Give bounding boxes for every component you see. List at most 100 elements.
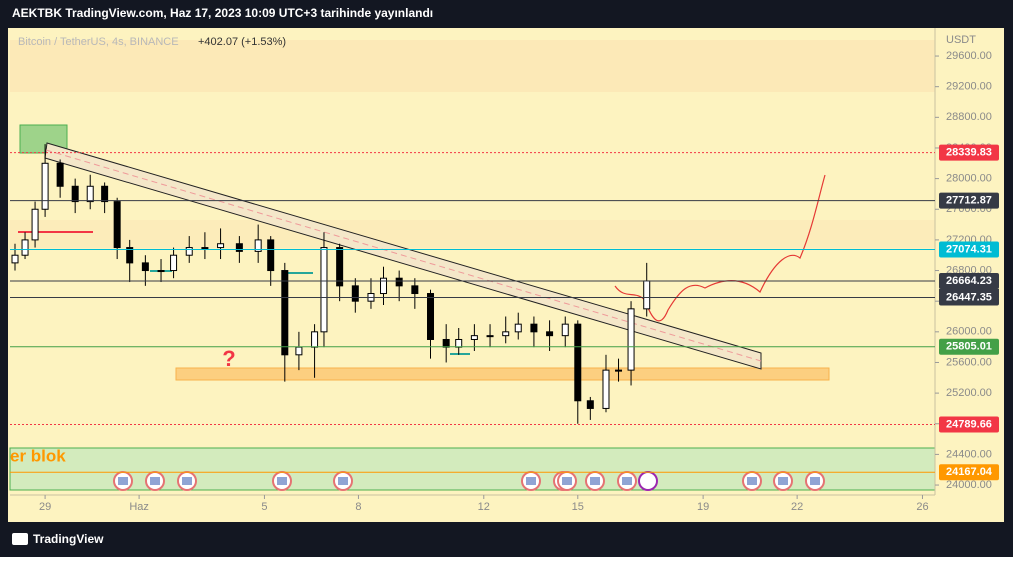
- price-label-bg: [939, 144, 999, 161]
- zone-mid: [10, 220, 935, 248]
- price-label: 24789.66: [946, 418, 992, 430]
- candle-body: [217, 243, 225, 249]
- x-tick-label: 22: [791, 501, 803, 513]
- candle-body: [602, 369, 610, 409]
- price-label: 28339.83: [946, 146, 992, 158]
- candle-body: [11, 254, 19, 264]
- y-tick-label: 25200.00: [946, 387, 992, 399]
- price-label-bg: [939, 464, 999, 481]
- event-icons: [113, 471, 825, 491]
- y-tick-label: 29200.00: [946, 81, 992, 93]
- x-tick-label: 5: [261, 501, 267, 513]
- channel-mid: [45, 149, 762, 362]
- change-legend: +402.07 (+1.53%): [198, 36, 286, 48]
- price-label-bg: [939, 272, 999, 289]
- candle-body: [411, 285, 419, 295]
- candle-body: [254, 239, 262, 252]
- x-tick-label: 15: [572, 501, 584, 513]
- candles: [11, 144, 651, 424]
- event-flag: [810, 477, 820, 485]
- price-label: 27074.31: [946, 243, 992, 255]
- event-flag: [182, 477, 192, 485]
- y-tick-label: 29600.00: [946, 50, 992, 62]
- candle-body: [56, 162, 64, 187]
- candle-body: [101, 185, 109, 203]
- candle-body: [380, 277, 388, 295]
- support-box: [175, 367, 830, 381]
- candle-body: [141, 262, 149, 272]
- y-tick-label: 28800.00: [946, 111, 992, 123]
- zone-top: [10, 40, 935, 92]
- candle-body: [201, 247, 209, 250]
- price-label-bg: [939, 338, 999, 355]
- event-flag: [590, 477, 600, 485]
- candle-body: [320, 247, 328, 333]
- candle-body: [71, 185, 79, 203]
- event-icon: [638, 471, 658, 491]
- candle-body: [627, 308, 635, 371]
- price-label-bg: [939, 241, 999, 258]
- candle-body: [157, 270, 165, 273]
- candle-body: [574, 323, 582, 402]
- candle-body: [427, 293, 435, 340]
- y-tick-label: 24400.00: [946, 448, 992, 460]
- event-flag: [338, 477, 348, 485]
- x-tick-label: 19: [697, 501, 709, 513]
- candle-body: [395, 277, 403, 287]
- candle-body: [126, 247, 134, 264]
- candle-body: [586, 400, 594, 409]
- channel: [44, 142, 762, 370]
- event-flag: [526, 477, 536, 485]
- candle-body: [351, 285, 359, 302]
- price-label: 26664.23: [946, 275, 992, 287]
- unit: USDT: [946, 34, 976, 46]
- candle-body: [530, 323, 538, 333]
- candle-body: [546, 331, 554, 337]
- candle-body: [442, 338, 450, 348]
- event-flag: [277, 477, 287, 485]
- annotation: er blok: [10, 446, 66, 465]
- price-label-bg: [939, 289, 999, 306]
- candle-body: [185, 247, 193, 256]
- candle-body: [470, 335, 478, 340]
- event-flag: [747, 477, 757, 485]
- y-tick-label: 24000.00: [946, 479, 992, 491]
- x-tick-label: 29: [39, 501, 51, 513]
- candle-body: [455, 338, 463, 348]
- candle-body: [113, 201, 121, 249]
- price-label: 25805.01: [946, 341, 992, 353]
- price-label: 24167.04: [946, 466, 993, 478]
- event-flag: [118, 477, 128, 485]
- candle-body: [41, 162, 49, 210]
- header: AEKTBK TradingView.com, Haz 17, 2023 10:…: [12, 6, 433, 20]
- price-label: 27712.87: [946, 195, 992, 207]
- candle-body: [643, 280, 651, 310]
- x-tick-label: 12: [478, 501, 490, 513]
- symbol-legend: Bitcoin / TetherUS, 4s, BINANCE: [18, 36, 179, 48]
- candle-body: [86, 185, 94, 203]
- candle-body: [336, 247, 344, 287]
- candle-body: [235, 243, 243, 252]
- price-label-bg: [939, 192, 999, 209]
- x-tick-label: Haz: [129, 501, 149, 513]
- event-flag: [562, 477, 572, 485]
- event-flag: [622, 477, 632, 485]
- candle-body: [311, 331, 319, 348]
- y-tick-label: 26000.00: [946, 326, 992, 338]
- logo: [12, 533, 28, 545]
- candle-body: [281, 270, 289, 356]
- candle-body: [615, 369, 623, 372]
- candle-body: [21, 239, 29, 256]
- candle-body: [267, 239, 275, 272]
- event-flag: [150, 477, 160, 485]
- price-label: 26447.35: [946, 291, 992, 303]
- annotation: ?: [222, 346, 235, 371]
- candle-body: [514, 323, 522, 333]
- candle-body: [502, 331, 510, 337]
- y-tick-label: 28000.00: [946, 173, 992, 185]
- candle-body: [295, 346, 303, 356]
- candle-body: [31, 208, 39, 241]
- x-tick-label: 8: [355, 501, 361, 513]
